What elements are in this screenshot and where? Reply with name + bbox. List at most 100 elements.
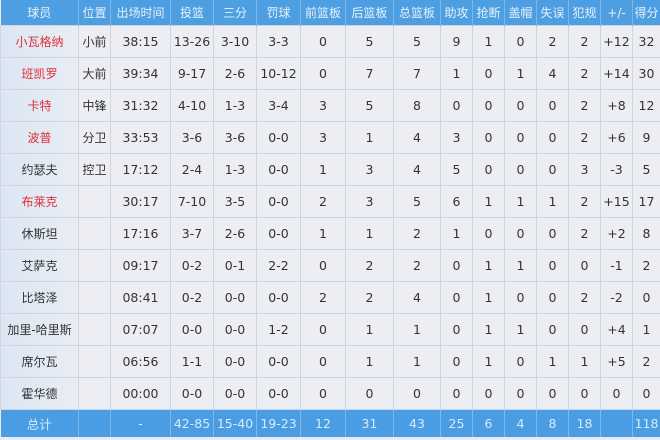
stat-cell: 0 [536,217,569,250]
stat-cell: 0 [300,25,346,58]
player-name[interactable]: 布莱克 [0,185,79,218]
stat-cell: 0-0 [256,121,301,154]
total-cell: 118 [632,409,660,437]
position-cell [78,185,111,218]
stat-cell: 0-0 [256,345,301,378]
stat-cell: 00:00 [110,377,171,410]
column-header[interactable]: 抢断 [472,0,505,26]
stat-cell: 5 [393,25,441,58]
stat-cell: 0 [568,313,601,346]
stat-cell: 3 [300,89,346,122]
stat-cell: 0 [536,121,569,154]
column-header[interactable]: 盖帽 [504,0,537,26]
stat-cell: 0 [504,121,537,154]
stat-cell: +12 [600,25,633,58]
stat-cell: 2 [568,25,601,58]
stat-cell: -2 [600,281,633,314]
player-row: 席尔瓦 06:56 1-1 0-0 0-0 0 1 1 0 1 0 1 1 +5 2 [0,345,660,378]
stat-cell: 1 [568,345,601,378]
player-name[interactable]: 波普 [0,121,79,154]
total-cell: 25 [440,409,473,437]
stat-cell: 1 [632,313,660,346]
stat-cell: 4 [393,281,441,314]
stat-cell: 0-0 [256,185,301,218]
stat-cell: 32 [632,25,660,58]
stat-cell: 0-0 [170,313,214,346]
stat-cell: 3-3 [256,25,301,58]
stat-cell: 2-6 [213,57,257,90]
column-header[interactable]: 得分 [632,0,660,26]
stat-cell: 0 [504,281,537,314]
column-header[interactable]: 前篮板 [300,0,346,26]
player-row: 休斯坦 17:16 3-7 2-6 0-0 1 1 2 1 0 0 0 2 +2 8 [0,217,660,250]
stat-cell: 0-2 [170,281,214,314]
stat-cell: 6 [440,185,473,218]
column-header[interactable]: 三分 [213,0,257,26]
stat-cell: 09:17 [110,249,171,282]
stat-cell: 2-4 [170,153,214,186]
column-header[interactable]: 位置 [78,0,111,26]
player-name[interactable]: 休斯坦 [0,217,79,250]
player-name[interactable]: 班凯罗 [0,57,79,90]
total-cell: 15-40 [213,409,257,437]
stat-cell: 0 [345,377,394,410]
stat-cell: 1 [440,217,473,250]
column-header[interactable]: +/- [600,0,633,26]
stat-cell: 8 [393,89,441,122]
total-cell: - [110,409,171,437]
stat-cell: 0 [504,377,537,410]
column-header[interactable]: 球员 [0,0,79,26]
column-header[interactable]: 出场时间 [110,0,171,26]
column-header[interactable]: 后篮板 [345,0,394,26]
stat-cell: 0 [440,377,473,410]
stat-cell: 0-0 [256,281,301,314]
player-name[interactable]: 约瑟夫 [0,153,79,186]
stat-cell: +5 [600,345,633,378]
stat-cell: 1-1 [170,345,214,378]
player-name[interactable]: 比塔泽 [0,281,79,314]
player-name[interactable]: 艾萨克 [0,249,79,282]
stat-cell: 0 [440,89,473,122]
column-header[interactable]: 犯规 [568,0,601,26]
player-row: 小瓦格纳 小前 38:15 13-26 3-10 3-3 0 5 5 9 1 0 2 2 +12 32 [0,25,660,58]
column-header[interactable]: 罚球 [256,0,301,26]
stat-cell: 1 [472,249,505,282]
stat-cell: 0-0 [213,377,257,410]
player-name[interactable]: 加里-哈里斯 [0,313,79,346]
position-cell [78,281,111,314]
stat-cell: 0 [504,153,537,186]
player-name[interactable]: 小瓦格纳 [0,25,79,58]
stat-cell: 06:56 [110,345,171,378]
player-row: 艾萨克 09:17 0-2 0-1 2-2 0 2 2 0 1 1 0 0 -1 2 [0,249,660,282]
player-name[interactable]: 霍华德 [0,377,79,410]
stat-cell: 3 [568,153,601,186]
position-cell [78,217,111,250]
column-header[interactable]: 总篮板 [393,0,441,26]
stat-cell: 1 [536,185,569,218]
stat-cell: 39:34 [110,57,171,90]
player-row: 布莱克 30:17 7-10 3-5 0-0 2 3 5 6 1 1 1 2 +15 17 [0,185,660,218]
total-cell [78,409,111,437]
stat-cell: 1-3 [213,89,257,122]
stat-cell: 1 [504,185,537,218]
column-header[interactable]: 助攻 [440,0,473,26]
stat-cell: 2 [300,281,346,314]
player-name[interactable]: 席尔瓦 [0,345,79,378]
stat-cell: 0 [393,377,441,410]
column-header[interactable]: 投篮 [170,0,214,26]
stat-cell: 1 [472,281,505,314]
stat-cell: 1 [472,345,505,378]
stat-cell: 0 [472,121,505,154]
stat-cell: 9 [632,121,660,154]
player-row: 班凯罗 大前 39:34 9-17 2-6 10-12 0 7 7 1 0 1 4 2 +14 30 [0,57,660,90]
column-header[interactable]: 失误 [536,0,569,26]
stat-cell: 0 [536,313,569,346]
total-cell: 43 [393,409,441,437]
stat-cell: 1-3 [213,153,257,186]
stat-cell: 0 [504,89,537,122]
stat-cell: 13-26 [170,25,214,58]
stat-cell: 0-1 [213,249,257,282]
position-cell: 分卫 [78,121,111,154]
player-name[interactable]: 卡特 [0,89,79,122]
